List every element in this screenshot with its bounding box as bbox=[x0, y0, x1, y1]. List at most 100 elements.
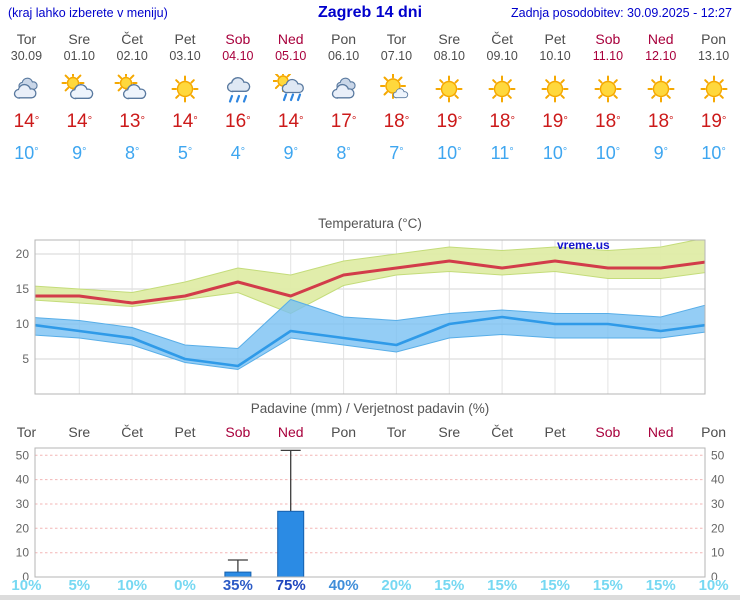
day-name: Pet bbox=[544, 31, 566, 47]
day-column-pon-06.10[interactable]: Pon 06.10 17° 8° bbox=[317, 30, 370, 164]
degree-symbol: ° bbox=[346, 146, 351, 158]
precip-probability: 10% bbox=[117, 577, 148, 594]
mostly-sunny-icon bbox=[380, 74, 409, 99]
day-date: 01.10 bbox=[63, 49, 95, 63]
high-temp: 18° bbox=[489, 111, 516, 132]
day-column-pon-13.10[interactable]: Pon 13.10 19° 10° bbox=[687, 30, 740, 164]
degree-symbol: ° bbox=[293, 146, 298, 158]
day-date: 07.10 bbox=[380, 49, 413, 63]
low-temp: 8° bbox=[336, 143, 351, 163]
degree-symbol: ° bbox=[399, 146, 404, 158]
high-temp: 14° bbox=[172, 111, 198, 132]
day-date: 04.10 bbox=[222, 49, 254, 63]
day-column-pet-10.10[interactable]: Pet 10.10 19° 10° bbox=[529, 30, 582, 164]
day-column-tor-07.10[interactable]: Tor 07.10 18° 7° bbox=[370, 30, 423, 164]
precip-probability: 15% bbox=[487, 577, 518, 594]
precip-day-label: Tor bbox=[16, 424, 37, 440]
day-name: Ned bbox=[277, 31, 304, 47]
low-temp: 5° bbox=[177, 143, 193, 163]
high-temp: 14° bbox=[13, 111, 40, 132]
precip-y-tick-label-left: 10 bbox=[16, 546, 30, 560]
day-date: 09.10 bbox=[486, 49, 518, 63]
low-temp: 8° bbox=[124, 143, 140, 163]
day-column-sob-04.10[interactable]: Sob 04.10 16° 4° bbox=[211, 30, 264, 164]
day-column-sre-01.10[interactable]: Sre 01.10 14° 9° bbox=[53, 30, 106, 164]
high-temp: 14° bbox=[66, 111, 93, 132]
low-temp: 11° bbox=[490, 143, 514, 163]
degree-symbol: ° bbox=[351, 115, 357, 127]
day-date: 13.10 bbox=[697, 49, 730, 63]
day-date: 30.09 bbox=[10, 49, 43, 63]
precip-probability: 40% bbox=[328, 577, 359, 594]
day-name: Pon bbox=[701, 31, 727, 47]
precip-day-label: Čet bbox=[121, 424, 144, 440]
low-temp: 10° bbox=[14, 143, 39, 163]
sun-rain-icon bbox=[272, 74, 304, 102]
day-column-čet-09.10[interactable]: Čet 09.10 18° 11° bbox=[476, 30, 529, 164]
day-column-sob-11.10[interactable]: Sob 11.10 18° 10° bbox=[581, 30, 634, 164]
day-column-sre-08.10[interactable]: Sre 08.10 19° 10° bbox=[423, 30, 476, 164]
degree-symbol: ° bbox=[721, 146, 726, 158]
low-temp: 7° bbox=[389, 143, 404, 163]
degree-symbol: ° bbox=[615, 146, 621, 158]
low-temp: 4° bbox=[230, 143, 246, 163]
precip-chart-border bbox=[34, 447, 706, 578]
precip-y-tick-label-left: 20 bbox=[16, 521, 30, 535]
precip-day-label: Pet bbox=[544, 424, 566, 440]
day-column-pet-03.10[interactable]: Pet 03.10 14° 5° bbox=[159, 30, 212, 164]
precip-day-label: Pon bbox=[331, 424, 357, 440]
high-temp: 19° bbox=[542, 111, 568, 132]
sunny-icon bbox=[700, 75, 728, 103]
day-column-ned-12.10[interactable]: Ned 12.10 18° 9° bbox=[634, 30, 687, 164]
precip-day-labels-row: Tor Sre Čet Pet Sob Ned Pon Tor Sre Čet Pet Sob Ned P… bbox=[0, 424, 740, 440]
precip-y-tick-label-right: 0 bbox=[711, 570, 718, 580]
partly-cloudy-icon bbox=[114, 74, 147, 100]
precip-day-label: Čet bbox=[491, 424, 514, 440]
degree-symbol: ° bbox=[669, 115, 674, 127]
high-temp: 19° bbox=[700, 111, 727, 132]
degree-symbol: ° bbox=[721, 115, 727, 127]
day-name: Sre bbox=[68, 31, 91, 47]
low-temp: 9° bbox=[72, 143, 87, 163]
degree-symbol: ° bbox=[457, 115, 463, 127]
day-date: 08.10 bbox=[433, 49, 465, 63]
degree-symbol: ° bbox=[404, 115, 410, 127]
precip-probability: 15% bbox=[592, 577, 623, 594]
day-column-tor-30.09[interactable]: Tor 30.09 14° 10° bbox=[0, 30, 53, 164]
precip-day-label: Sob bbox=[225, 424, 251, 440]
day-date: 10.10 bbox=[539, 49, 571, 63]
degree-symbol: ° bbox=[82, 146, 87, 158]
precip-probability: 5% bbox=[68, 577, 91, 594]
day-name: Ned bbox=[647, 31, 674, 47]
day-date: 05.10 bbox=[275, 49, 307, 63]
day-column-ned-05.10[interactable]: Ned 05.10 14° 9° bbox=[264, 30, 317, 164]
high-temp: 18° bbox=[383, 111, 410, 132]
precip-y-tick-label-left: 40 bbox=[16, 473, 30, 487]
precip-day-label: Tor bbox=[386, 424, 407, 440]
precip-y-tick-label-left: 0 bbox=[22, 570, 29, 580]
rain-icon bbox=[226, 76, 251, 103]
forecast-days-row: Tor 30.09 14° 10° Sre 01.10 14° 9° Čet 02.10 13° 8°… bbox=[0, 30, 740, 164]
day-date: 02.10 bbox=[116, 49, 148, 63]
max-temp-band bbox=[35, 240, 705, 315]
sunny-icon bbox=[594, 75, 622, 103]
degree-symbol: ° bbox=[134, 146, 140, 158]
partly-cloudy-icon bbox=[61, 74, 94, 100]
precip-probability: 0% bbox=[174, 577, 196, 594]
degree-symbol: ° bbox=[187, 146, 193, 158]
high-temp: 17° bbox=[330, 111, 357, 132]
page-title: Zagreb 14 dni bbox=[317, 4, 423, 21]
temp-y-tick-label: 15 bbox=[16, 282, 30, 296]
low-temp: 9° bbox=[283, 143, 298, 163]
high-temp: 19° bbox=[436, 111, 463, 132]
min-temp-band bbox=[35, 298, 705, 371]
temperature-chart: 5 10 15 20 vreme.us bbox=[16, 238, 706, 395]
day-name: Pon bbox=[331, 31, 357, 47]
day-column-čet-02.10[interactable]: Čet 02.10 13° 8° bbox=[106, 30, 159, 164]
precip-probability: 15% bbox=[540, 577, 571, 594]
degree-symbol: ° bbox=[563, 115, 568, 127]
day-name: Sob bbox=[595, 31, 621, 47]
precip-day-label: Sob bbox=[595, 424, 621, 440]
precip-probability: 75% bbox=[275, 577, 306, 594]
